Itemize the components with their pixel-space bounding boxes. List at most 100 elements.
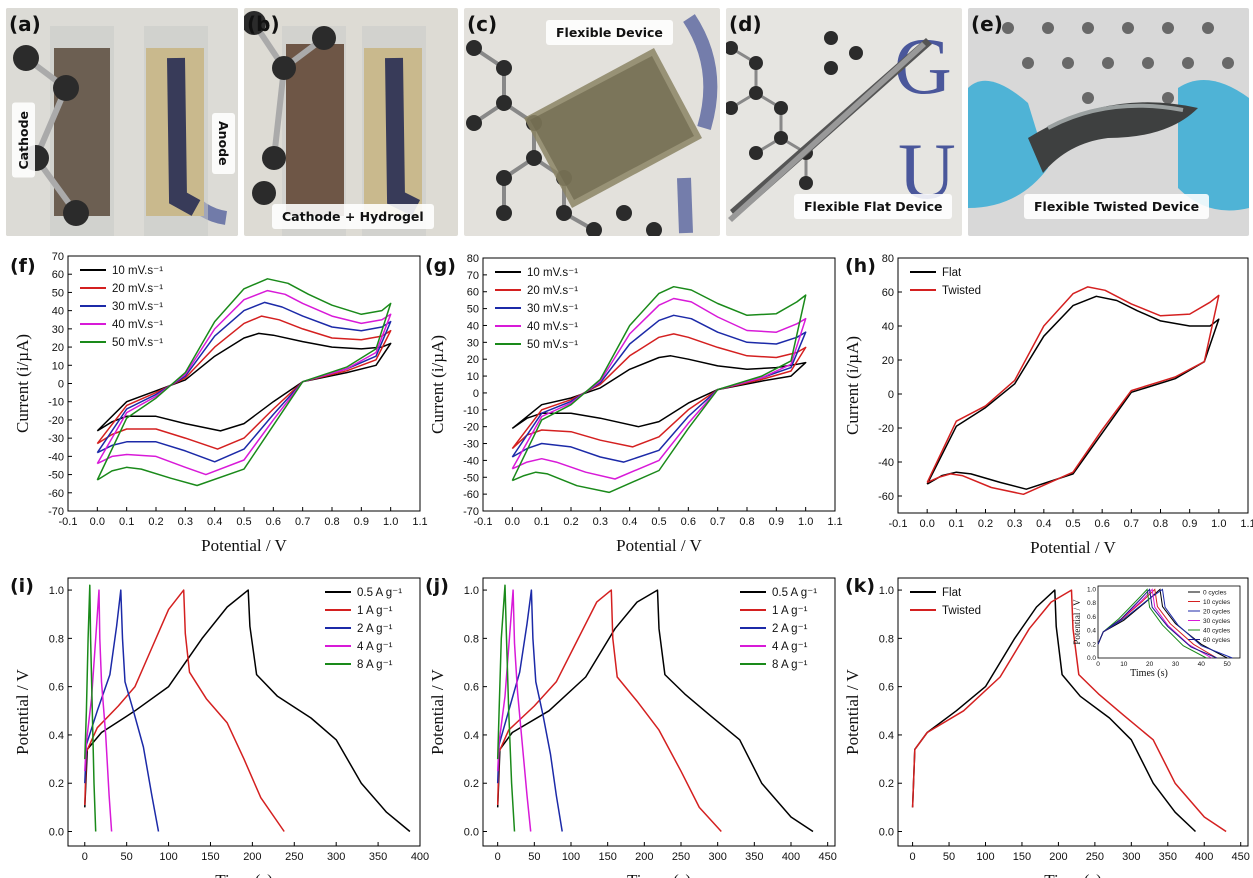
series-line [926,295,1220,490]
y-tick-label: 50 [52,287,64,299]
y-tick-label: 0 [58,379,64,391]
y-tick-label: -20 [48,415,64,427]
y-tick-label: 80 [882,253,894,265]
legend-label: 30 mV.s⁻¹ [112,301,163,313]
x-tick-label: 150 [598,851,616,863]
legend-label: Twisted [942,605,981,617]
x-tick-label: 0.0 [90,516,105,528]
y-tick-label: -70 [463,506,479,518]
inset-y-axis-label: Potential / V [1072,599,1082,645]
x-tick-label: 400 [411,851,429,863]
inset-y-tick-label: 0.6 [1087,614,1096,621]
x-axis-label: Potential / V [616,536,702,555]
y-tick-label: 0.0 [49,827,64,839]
photo-b-image [244,8,458,236]
panel-label: (h) [845,255,876,277]
x-tick-label: 1.1 [827,516,842,528]
y-tick-label: -50 [48,470,64,482]
chart-k: 0 50 100 150 200 250 300 350 400 4500.00.20.40.60… [843,575,1250,878]
y-tick-label: -70 [48,506,64,518]
legend-label: 0.5 A g⁻¹ [772,587,817,599]
inset-y-tick-label: 0.0 [1087,655,1096,662]
inset-x-tick-label: 50 [1223,661,1231,668]
x-tick-label: 0.4 [622,516,637,528]
series-line [511,285,807,494]
x-tick-label: 0 [495,851,501,863]
y-tick-label: 0.6 [49,682,64,694]
y-tick-label: 0.6 [464,682,479,694]
y-tick-label: 40 [467,320,479,332]
x-tick-label: 150 [201,851,219,863]
x-tick-label: 0.2 [563,516,578,528]
legend-label: 30 mV.s⁻¹ [527,303,578,315]
y-tick-label: 80 [467,253,479,265]
x-tick-label: 0.6 [1095,518,1110,530]
x-tick-label: 350 [369,851,387,863]
x-tick-label: 0.9 [769,516,784,528]
x-axis-label: Times (s) [627,871,691,878]
x-tick-label: 0.6 [681,516,696,528]
x-tick-label: 0.0 [505,516,520,528]
legend-label: Flat [942,267,962,279]
x-tick-label: 0.9 [354,516,369,528]
x-tick-label: 0.4 [1036,518,1051,530]
y-tick-label: -10 [48,397,64,409]
photo-b-hydrogel: (b) Cathode + Hydrogel [244,8,458,236]
legend-label: 0.5 A g⁻¹ [357,587,402,599]
y-tick-label: 0.4 [49,730,64,742]
series-line [926,286,1220,496]
x-tick-label: 100 [976,851,994,863]
x-tick-label: 400 [782,851,800,863]
inset-chart: 0 10 20 30 40 50 0.0 0.2 0.4 0.6 0.8 1.0 Times (s) Po… [1072,585,1241,679]
x-tick-label: 0.1 [949,518,964,530]
x-tick-label: 50 [943,851,955,863]
y-tick-label: 40 [52,306,64,318]
series-line [496,589,532,832]
x-tick-label: 0.1 [119,516,134,528]
y-axis-label: Current (i/µA) [428,335,447,434]
panel-label: (f) [10,255,36,277]
x-tick-label: 200 [1049,851,1067,863]
y-tick-label: -10 [463,405,479,417]
legend-label: 20 mV.s⁻¹ [527,285,578,297]
series-line [84,584,97,832]
x-tick-label: 0.8 [324,516,339,528]
legend-label: 20 mV.s⁻¹ [112,283,163,295]
series-line [496,589,722,833]
y-tick-label: -30 [463,439,479,451]
photo-c-image [464,8,720,236]
y-axis-label: Potential / V [428,668,447,754]
y-tick-label: 60 [467,287,479,299]
inset-legend-label: 30 cycles [1203,618,1231,625]
series-line [496,584,516,832]
inset-y-tick-label: 0.2 [1087,641,1096,648]
x-axis-label: Potential / V [1030,538,1116,557]
x-tick-label: 200 [635,851,653,863]
x-tick-label: 1.0 [383,516,398,528]
y-tick-label: -50 [463,472,479,484]
legend-label: 40 mV.s⁻¹ [112,319,163,331]
y-tick-label: 0 [473,388,479,400]
legend-label: 10 mV.s⁻¹ [527,267,578,279]
x-axis-label: Time (s) [215,871,272,878]
y-tick-label: -20 [463,422,479,434]
y-tick-label: 1.0 [464,585,479,597]
x-tick-label: 350 [745,851,763,863]
x-tick-label: 1.0 [798,516,813,528]
x-tick-label: -0.1 [889,518,908,530]
photo-e-label: (e) [971,12,1003,36]
legend-label: 10 mV.s⁻¹ [112,265,163,277]
y-tick-label: 0.4 [879,730,894,742]
y-tick-label: -30 [48,433,64,445]
x-tick-label: 100 [159,851,177,863]
inset-y-tick-label: 0.4 [1087,628,1096,635]
series-line [496,589,563,832]
inset-legend-label: 0 cycles [1203,590,1227,597]
y-tick-label: 0.6 [879,682,894,694]
photo-d-label: (d) [729,12,762,36]
photo-c-flexible-device: (c) Flexible Device [464,8,720,236]
x-tick-label: 0.1 [534,516,549,528]
x-tick-label: 0.8 [739,516,754,528]
y-tick-label: -20 [878,423,894,435]
chart-i: 0 50 100 150 200 250 300 350 400 0.0 0.2 0.4 0.6 0.8 1… [10,575,429,878]
